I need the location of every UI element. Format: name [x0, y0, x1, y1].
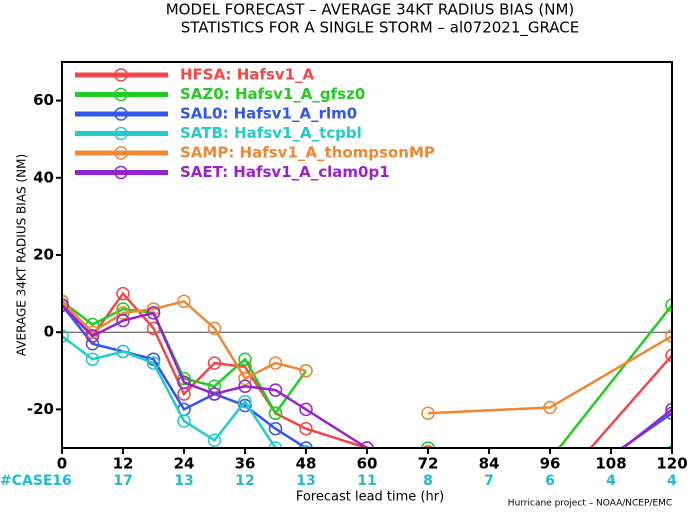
series-line — [62, 299, 307, 381]
marker — [665, 298, 672, 312]
y-tick-label: 40 — [33, 168, 54, 186]
marker — [207, 321, 222, 336]
marker — [207, 356, 222, 370]
x-tick-label: 108 — [595, 455, 626, 473]
marker — [543, 400, 557, 415]
y-axis-label: AVERAGE 34KT RADIUS BIAS (NM) — [15, 154, 29, 356]
marker — [116, 344, 130, 359]
legend-label: SAMP: Hafsv1_A_thompsonMP — [180, 144, 435, 162]
case-count: 7 — [484, 473, 494, 489]
case-count: 12 — [235, 473, 254, 489]
x-tick-label: 24 — [174, 455, 195, 473]
y-tick-label: 20 — [33, 246, 54, 264]
legend-label: SAL0: Hafsv1_A_rlm0 — [180, 105, 357, 123]
case-count: 4 — [667, 473, 677, 489]
x-axis-label: Forecast lead time (hr) — [296, 490, 444, 505]
case-count: 8 — [423, 473, 433, 489]
footer: Hurricane project – NOAA/NCEP/EMC — [508, 499, 672, 509]
marker — [177, 371, 191, 386]
legend-marker — [114, 126, 128, 141]
x-tick-label: 84 — [479, 455, 500, 473]
x-tick-label: 12 — [113, 455, 134, 473]
marker — [207, 433, 222, 448]
case-count: 16 — [52, 473, 71, 489]
marker — [238, 371, 252, 386]
chart-subtitle: STATISTICS FOR A SINGLE STORM – al072021… — [181, 19, 580, 38]
x-tick-label: 72 — [418, 455, 439, 473]
marker — [299, 402, 313, 417]
legend-marker — [114, 68, 128, 82]
marker — [177, 414, 191, 428]
marker — [116, 286, 130, 301]
marker — [422, 445, 434, 448]
series-line — [62, 304, 672, 448]
series-line — [62, 335, 286, 448]
case-count: 4 — [606, 473, 616, 489]
marker — [62, 294, 69, 309]
marker — [421, 406, 435, 421]
marker — [177, 375, 191, 390]
marker — [268, 441, 283, 448]
marker — [177, 294, 191, 309]
x-tick-label: 0 — [57, 455, 67, 473]
marker — [268, 356, 283, 370]
plot-frame — [61, 61, 673, 449]
legend-label: SAET: Hafsv1_A_clam0p1 — [180, 163, 390, 181]
marker — [238, 398, 252, 413]
marker — [207, 379, 222, 393]
y-tick-label: 0 — [44, 323, 54, 341]
marker — [207, 387, 222, 401]
legend-label: SAZ0: Hafsv1_A_gfsz0 — [180, 85, 365, 103]
legend-marker — [114, 146, 128, 160]
marker — [238, 352, 252, 366]
plot-area — [62, 286, 672, 448]
case-count: 6 — [545, 473, 555, 489]
marker — [665, 402, 672, 417]
marker — [268, 383, 283, 397]
case-count: 13 — [296, 473, 315, 489]
x-tick-label: 96 — [540, 455, 561, 473]
legend-label: HFSA: Hafsv1_A — [180, 66, 315, 84]
legend-marker — [114, 87, 128, 102]
marker — [62, 298, 69, 312]
marker — [62, 329, 69, 343]
x-tick-label: 120 — [656, 455, 687, 473]
marker — [665, 329, 672, 343]
marker — [299, 421, 313, 436]
series-line — [428, 304, 672, 448]
series-line — [62, 300, 308, 416]
marker — [238, 394, 252, 409]
marker — [116, 313, 130, 328]
marker — [268, 406, 283, 421]
marker — [85, 352, 100, 366]
legend-marker — [114, 165, 128, 180]
legend-marker — [114, 107, 128, 121]
case-count: 13 — [174, 473, 193, 489]
marker — [268, 421, 283, 436]
x-tick-label: 48 — [296, 455, 317, 473]
x-tick-label: 60 — [357, 455, 378, 473]
marker — [300, 445, 312, 448]
case-count: 17 — [113, 473, 132, 489]
x-tick-label: 36 — [235, 455, 256, 473]
marker — [146, 356, 161, 370]
y-tick-label: -20 — [27, 400, 54, 418]
marker — [360, 441, 374, 448]
marker — [238, 379, 252, 393]
chart-title: MODEL FORECAST – AVERAGE 34KT RADIUS BIA… — [166, 1, 575, 19]
marker — [421, 441, 435, 448]
series-line — [427, 334, 672, 415]
marker — [146, 306, 161, 320]
y-tick-label: 60 — [33, 91, 54, 109]
marker — [85, 329, 100, 343]
legend-label: SATB: Hafsv1_A_tcpbl — [180, 124, 362, 142]
case-count: 11 — [357, 473, 376, 489]
case-label: #CASE — [0, 473, 53, 489]
marker — [299, 364, 313, 378]
series-line — [62, 291, 672, 448]
marker — [299, 441, 313, 448]
marker — [116, 306, 130, 320]
marker — [665, 348, 672, 363]
